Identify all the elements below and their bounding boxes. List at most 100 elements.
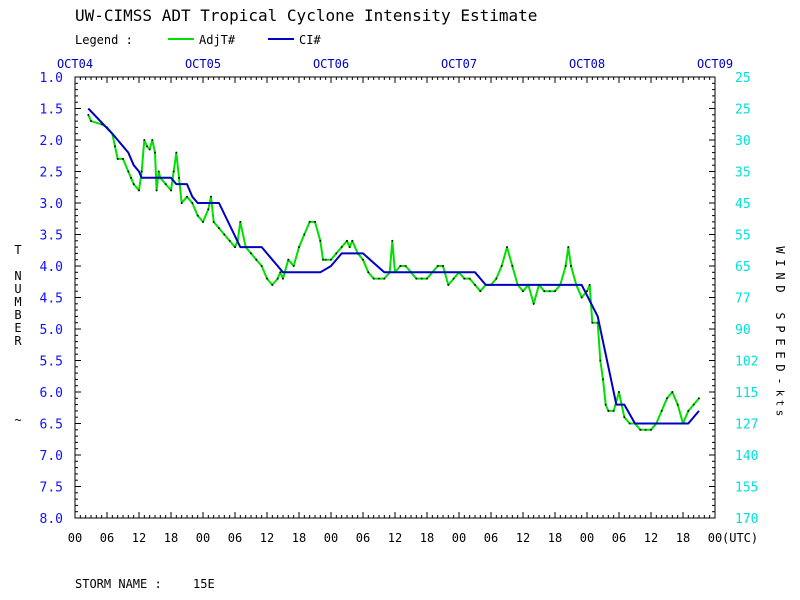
left-tick-label: 3.5 xyxy=(40,229,63,244)
legend-ci-label: CI# xyxy=(299,33,321,47)
hour-tick-label: 18 xyxy=(420,531,434,545)
adj-data-point xyxy=(116,158,119,160)
storm-name-label: STORM NAME : xyxy=(75,577,162,591)
adj-data-point xyxy=(250,252,252,255)
adj-data-point xyxy=(604,403,607,406)
left-tick-label: 1.5 xyxy=(40,103,63,118)
adj-data-point xyxy=(548,290,551,292)
adj-data-point xyxy=(698,397,700,400)
left-tick-label: 6.0 xyxy=(40,386,63,401)
adj-data-point xyxy=(140,170,143,173)
adj-data-point xyxy=(292,265,295,267)
adj-data-point xyxy=(282,277,284,280)
hour-tick-label: 00 xyxy=(580,531,594,545)
adj-data-point xyxy=(223,233,226,236)
adj-data-point xyxy=(420,277,423,280)
utc-label: (UTC) xyxy=(722,531,758,545)
adj-data-point xyxy=(447,284,450,286)
adj-data-point xyxy=(660,410,663,412)
hour-tick-label: 18 xyxy=(164,531,178,545)
right-tick-label: 25 xyxy=(735,71,751,86)
right-tick-label: 45 xyxy=(735,197,751,212)
right-tick-label: 170 xyxy=(735,512,758,527)
adj-data-point xyxy=(378,277,380,280)
adj-data-point xyxy=(314,221,316,223)
adj-data-point xyxy=(596,321,599,324)
right-axis-title-char: - xyxy=(773,377,787,384)
right-tick-label: 65 xyxy=(735,260,751,275)
adj-data-point xyxy=(599,359,602,362)
adj-data-point xyxy=(346,240,348,242)
adj-data-point xyxy=(186,195,188,198)
adj-data-point xyxy=(234,246,236,248)
adj-data-point xyxy=(330,258,332,261)
adj-data-point xyxy=(426,277,428,280)
left-axis-title-char: E xyxy=(14,321,21,335)
date-tick-label: OCT05 xyxy=(185,57,221,71)
adj-data-point xyxy=(202,221,204,223)
left-tick-label: 2.0 xyxy=(40,134,63,149)
left-tick-label: 7.0 xyxy=(40,449,63,464)
left-axis-extra: ~ xyxy=(14,413,21,427)
adj-data-point xyxy=(500,265,503,267)
right-tick-label: 55 xyxy=(735,229,751,244)
adj-data-point xyxy=(303,233,306,236)
left-axis-title-char: N xyxy=(14,269,21,283)
adj-data-point xyxy=(399,265,402,267)
left-axis-title-char: M xyxy=(14,295,21,309)
adj-data-point xyxy=(87,114,90,116)
left-tick-label: 5.5 xyxy=(40,355,63,370)
hour-tick-labels: 00 06 12 18 00 06 12 18 00 06 12 18 00 06 12 18 00 06 12 18… xyxy=(68,531,758,545)
hour-tick-label: 00 xyxy=(324,531,338,545)
adj-data-point xyxy=(666,397,668,400)
adj-data-point xyxy=(180,202,183,204)
adj-data-point xyxy=(228,240,231,242)
hour-tick-label: 06 xyxy=(100,531,114,545)
adj-data-point xyxy=(132,183,135,185)
adj-data-point xyxy=(607,410,610,412)
left-tick-label: 7.5 xyxy=(40,481,63,496)
right-axis-title-char: k xyxy=(774,390,787,397)
right-tick-label: 25 xyxy=(735,103,751,118)
hour-tick-label: 00 xyxy=(68,531,82,545)
adj-data-point xyxy=(207,208,210,211)
adj-data-point xyxy=(452,277,455,280)
right-axis-title-char: D xyxy=(773,285,787,292)
right-tick-label: 140 xyxy=(735,449,758,464)
adj-data-point xyxy=(543,290,546,292)
plot-frame xyxy=(74,76,716,519)
adj-data-point xyxy=(287,258,290,261)
adj-data-point xyxy=(639,429,642,431)
left-tick-label: 2.5 xyxy=(40,166,63,181)
adj-data-point xyxy=(122,158,124,160)
adj-data-point xyxy=(628,422,631,425)
adj-data-point xyxy=(151,139,154,141)
adj-data-point xyxy=(372,277,375,280)
hour-tick-label: 12 xyxy=(516,531,530,545)
adj-data-point xyxy=(191,202,194,204)
adj-data-point xyxy=(138,189,140,192)
date-tick-label: OCT08 xyxy=(569,57,605,71)
adj-data-point xyxy=(671,391,674,393)
adj-data-point xyxy=(644,429,647,431)
adj-data-point xyxy=(591,321,594,324)
hour-tick-label: 12 xyxy=(388,531,402,545)
right-axis-title-char: s xyxy=(774,410,787,417)
adj-data-point xyxy=(404,265,407,267)
series-line-ci xyxy=(87,107,700,425)
adj-data-point xyxy=(266,277,268,280)
right-tick-label: 127 xyxy=(735,418,758,433)
adj-data-point xyxy=(308,221,311,223)
hour-tick-label: 06 xyxy=(356,531,370,545)
adj-data-point xyxy=(148,148,151,151)
adj-data-point xyxy=(260,265,263,267)
adj-data-point xyxy=(618,391,620,393)
adj-data-point xyxy=(650,429,652,431)
adj-data-point xyxy=(172,170,175,173)
axis-ticks xyxy=(74,76,716,519)
left-tick-label: 3.0 xyxy=(40,197,63,212)
left-axis-title-char: B xyxy=(14,308,21,322)
